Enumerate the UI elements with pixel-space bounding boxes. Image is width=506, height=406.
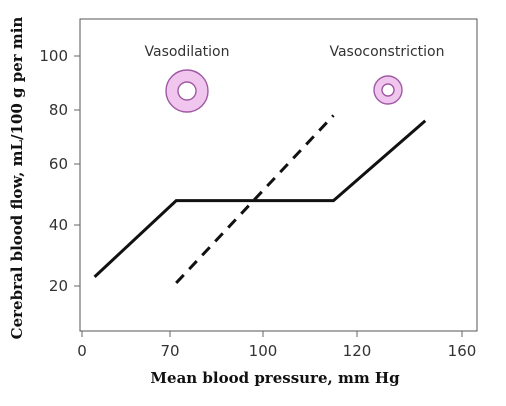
series-layer (93, 114, 427, 284)
x-tick-label: 100 (249, 342, 278, 360)
large-ring-icon (165, 69, 209, 113)
annotation-vasodilation-label: Vasodilation (145, 44, 230, 60)
y-tick-label: 20 (49, 277, 68, 295)
plot-frame (79, 18, 478, 332)
y-axis: 20 40 60 80 100 (39, 47, 80, 295)
x-tick-label: 120 (343, 342, 372, 360)
annotation-vasoconstriction: Vasoconstriction (329, 44, 445, 105)
small-ring-icon (373, 75, 403, 105)
x-tick-label: 160 (448, 342, 477, 360)
x-axis: 0 70 100 120 160 (77, 331, 476, 360)
y-tick-label: 40 (49, 216, 68, 234)
y-tick-label: 100 (39, 47, 68, 65)
y-axis-title: Cerebral blood flow, mL/100 g per min (8, 17, 26, 340)
annotation-vasoconstriction-label: Vasoconstriction (329, 44, 444, 60)
x-tick-label: 0 (77, 342, 87, 360)
series-line-dashed (175, 114, 335, 284)
y-tick-label: 60 (49, 155, 68, 173)
annotation-vasodilation: Vasodilation (145, 44, 230, 113)
x-tick-label: 70 (160, 342, 179, 360)
y-tick-label: 80 (49, 101, 68, 119)
x-axis-title: Mean blood pressure, mm Hg (150, 369, 400, 387)
series-line-solid (93, 119, 427, 278)
